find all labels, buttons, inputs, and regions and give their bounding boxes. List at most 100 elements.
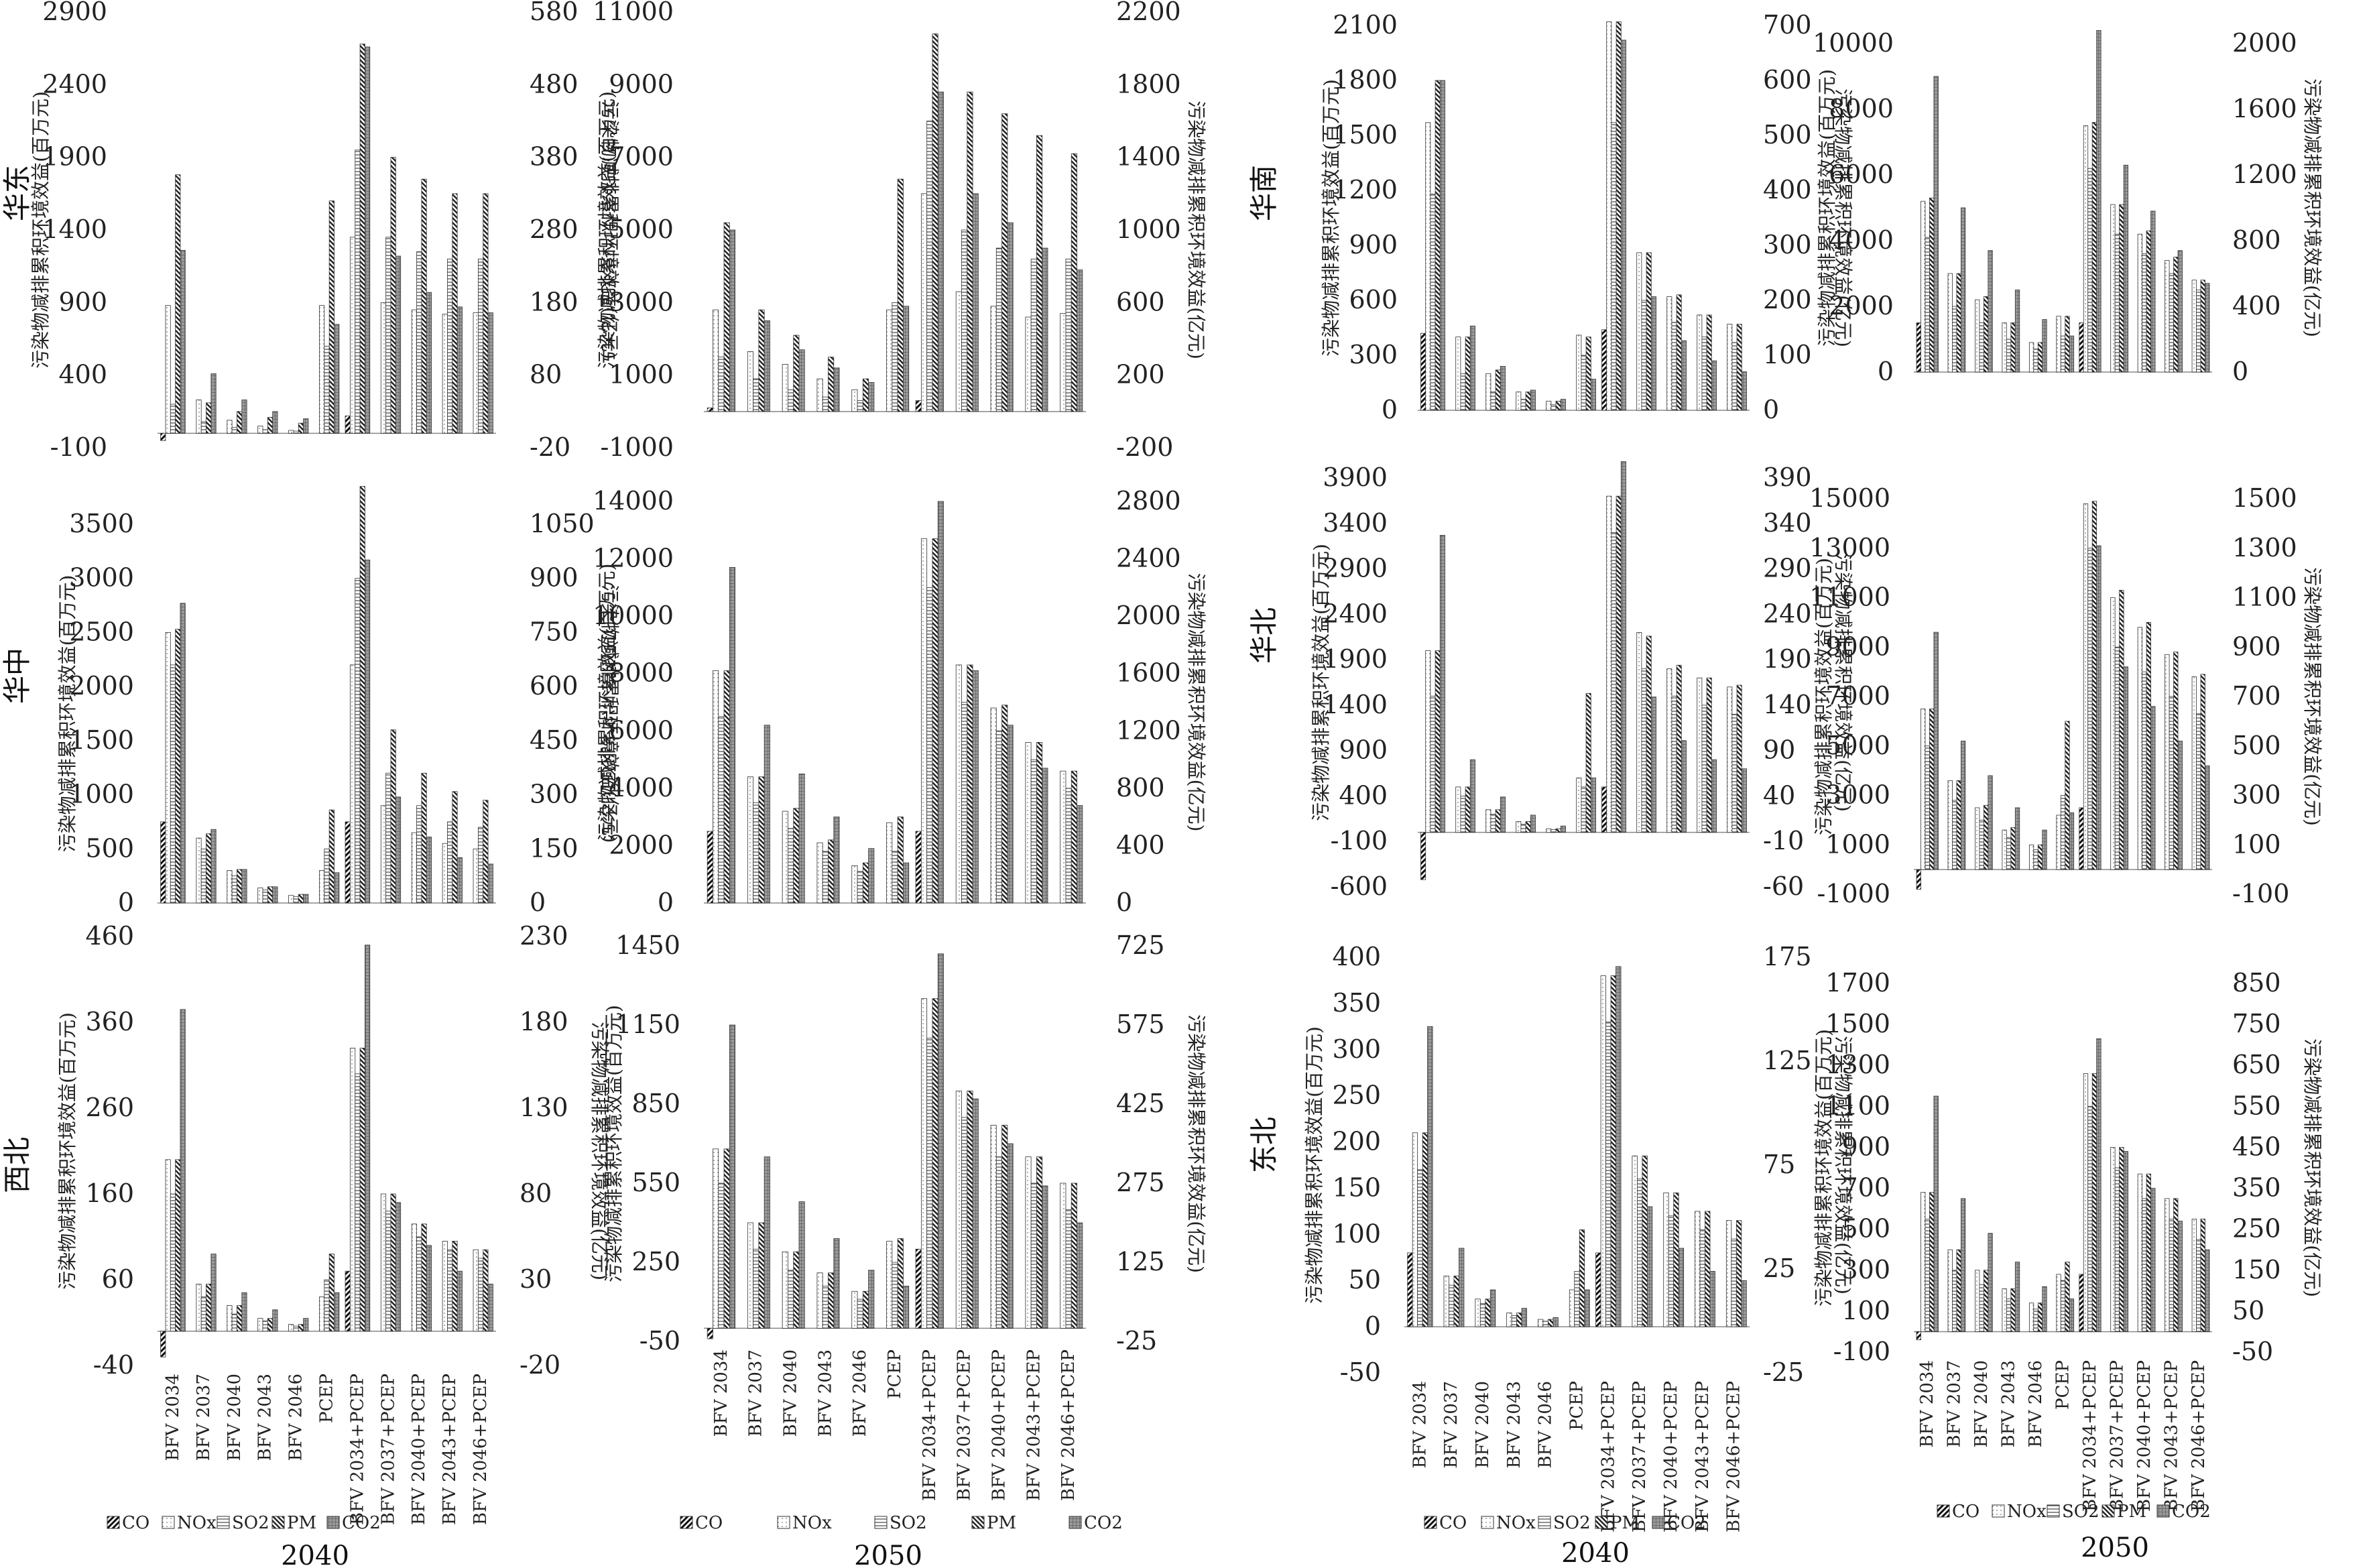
bar-so2 bbox=[2060, 795, 2066, 870]
legend: CO NOx SO2 PM CO2 bbox=[680, 1513, 1123, 1533]
bar-co bbox=[915, 400, 922, 412]
y-tick-label: 850 bbox=[631, 1089, 680, 1118]
bar-nox bbox=[2002, 1288, 2007, 1332]
y2-tick-label: 0 bbox=[1116, 888, 1132, 917]
bar-pm bbox=[359, 44, 365, 434]
bar-nox bbox=[782, 1251, 788, 1329]
legend-swatch bbox=[680, 1516, 693, 1529]
chart-panel: 0 300 600 900 1200 1500 1800 2100 0 100 200 300 400 5… bbox=[1320, 10, 1854, 424]
y2-tick-label: 50 bbox=[2232, 1296, 2264, 1325]
y2-tick-label: 250 bbox=[2232, 1214, 2281, 1244]
bar-nox bbox=[165, 305, 171, 434]
bar-co2 bbox=[729, 229, 736, 412]
bar-so2 bbox=[1668, 1215, 1674, 1327]
y2-tick-label: 2800 bbox=[1116, 486, 1181, 516]
bar-co bbox=[1420, 333, 1426, 411]
bar-pm bbox=[1485, 1299, 1491, 1327]
bar-so2 bbox=[355, 149, 361, 434]
bar-pm bbox=[1555, 828, 1561, 833]
bar-nox bbox=[2165, 654, 2170, 870]
bar-pm bbox=[298, 422, 304, 434]
y-axis-title: 污染物减排累积环境效益(百万元) bbox=[1816, 69, 1838, 347]
legend-swatch bbox=[1652, 1516, 1665, 1529]
bar-so2 bbox=[1979, 322, 1984, 373]
bar-co2 bbox=[1521, 1308, 1527, 1327]
bar-nox bbox=[2110, 597, 2116, 870]
bar-so2 bbox=[262, 429, 268, 434]
y-tick-label: 9000 bbox=[1825, 631, 1890, 661]
bar-co2 bbox=[334, 872, 340, 904]
bar-co2 bbox=[1590, 777, 1596, 833]
bar-nox bbox=[2083, 125, 2089, 373]
bar-pm bbox=[1646, 252, 1652, 411]
y2-tick-label: 400 bbox=[2232, 291, 2281, 320]
bar-co2 bbox=[2205, 1249, 2210, 1332]
bar-co2 bbox=[2123, 666, 2128, 870]
bar-so2 bbox=[1490, 814, 1496, 833]
bar-co2 bbox=[729, 1024, 736, 1329]
bar-nox bbox=[713, 670, 719, 904]
bar-co2 bbox=[180, 1009, 186, 1332]
y-tick-label: 460 bbox=[85, 921, 134, 951]
bar-pm bbox=[897, 817, 904, 904]
bar-so2 bbox=[1065, 1209, 1072, 1329]
bar-pm bbox=[2200, 280, 2205, 373]
x-tick-label: BFV 2034 bbox=[1917, 1360, 1937, 1447]
y2-tick-label: 175 bbox=[1763, 942, 1812, 971]
bar-co bbox=[1601, 786, 1607, 833]
y-tick-label: 400 bbox=[58, 360, 107, 389]
y-axis-title: 污染物减排累积环境效益(百万元) bbox=[1813, 558, 1835, 835]
bar-nox bbox=[1425, 122, 1431, 411]
bar-pm bbox=[967, 1090, 973, 1329]
bar-co2 bbox=[1650, 697, 1656, 833]
bar-so2 bbox=[1479, 1303, 1486, 1327]
bar-co2 bbox=[937, 501, 944, 904]
y2-tick-label: 240 bbox=[1763, 599, 1812, 628]
bar-co2 bbox=[1500, 366, 1506, 411]
legend-swatch bbox=[162, 1516, 175, 1529]
y2-tick-label: 150 bbox=[530, 833, 578, 863]
bar-nox bbox=[782, 364, 788, 412]
bar-nox bbox=[747, 1222, 753, 1329]
bar-so2 bbox=[1671, 695, 1677, 833]
bar-so2 bbox=[2142, 671, 2147, 870]
x-tick-label: BFV 2034+PCEP bbox=[2080, 1360, 2100, 1512]
y2-tick-label: 650 bbox=[2232, 1050, 2281, 1079]
bar-so2 bbox=[1925, 745, 1930, 870]
bar-so2 bbox=[1925, 1218, 1930, 1332]
bar-nox bbox=[473, 848, 479, 904]
bar-nox bbox=[257, 426, 263, 434]
y-tick-label: -1000 bbox=[1817, 879, 1890, 908]
bar-pm bbox=[206, 402, 212, 434]
bar-co2 bbox=[303, 1318, 309, 1332]
x-tick-label: BFV 2046+PCEP bbox=[471, 1374, 491, 1525]
bar-pm bbox=[390, 1193, 396, 1332]
bar-nox bbox=[851, 865, 858, 904]
bar-nox bbox=[2165, 259, 2170, 373]
bar-nox bbox=[1697, 314, 1703, 411]
y2-tick-label: 1400 bbox=[1116, 142, 1181, 172]
bar-pm bbox=[932, 538, 938, 904]
bar-co2 bbox=[2042, 319, 2047, 373]
bar-co2 bbox=[1459, 1248, 1465, 1327]
x-tick-label: BFV 2046 bbox=[2026, 1360, 2046, 1447]
legend-label: SO2 bbox=[232, 1513, 269, 1533]
y2-tick-label: 300 bbox=[530, 780, 578, 809]
y2-tick-label: 1000 bbox=[1116, 215, 1181, 244]
bar-pm bbox=[828, 839, 835, 904]
bar-nox bbox=[1425, 650, 1431, 833]
bar-nox bbox=[2028, 342, 2034, 373]
y-tick-label: 0 bbox=[1365, 1311, 1381, 1341]
y2-tick-label: 2200 bbox=[1116, 0, 1181, 26]
bar-so2 bbox=[926, 1038, 933, 1329]
y2-tick-label: 1200 bbox=[2232, 160, 2297, 189]
bar-nox bbox=[2002, 322, 2007, 373]
y-tick-label: 1000 bbox=[1825, 829, 1890, 859]
y2-tick-label: 725 bbox=[1116, 930, 1165, 960]
bar-nox bbox=[1947, 780, 1953, 870]
bar-pm bbox=[1956, 780, 1961, 870]
bar-pm bbox=[2037, 844, 2043, 870]
bar-nox bbox=[473, 1249, 479, 1332]
x-tick-label: BFV 2034+PCEP bbox=[920, 1349, 940, 1501]
y2-tick-label: -50 bbox=[2232, 1337, 2273, 1366]
